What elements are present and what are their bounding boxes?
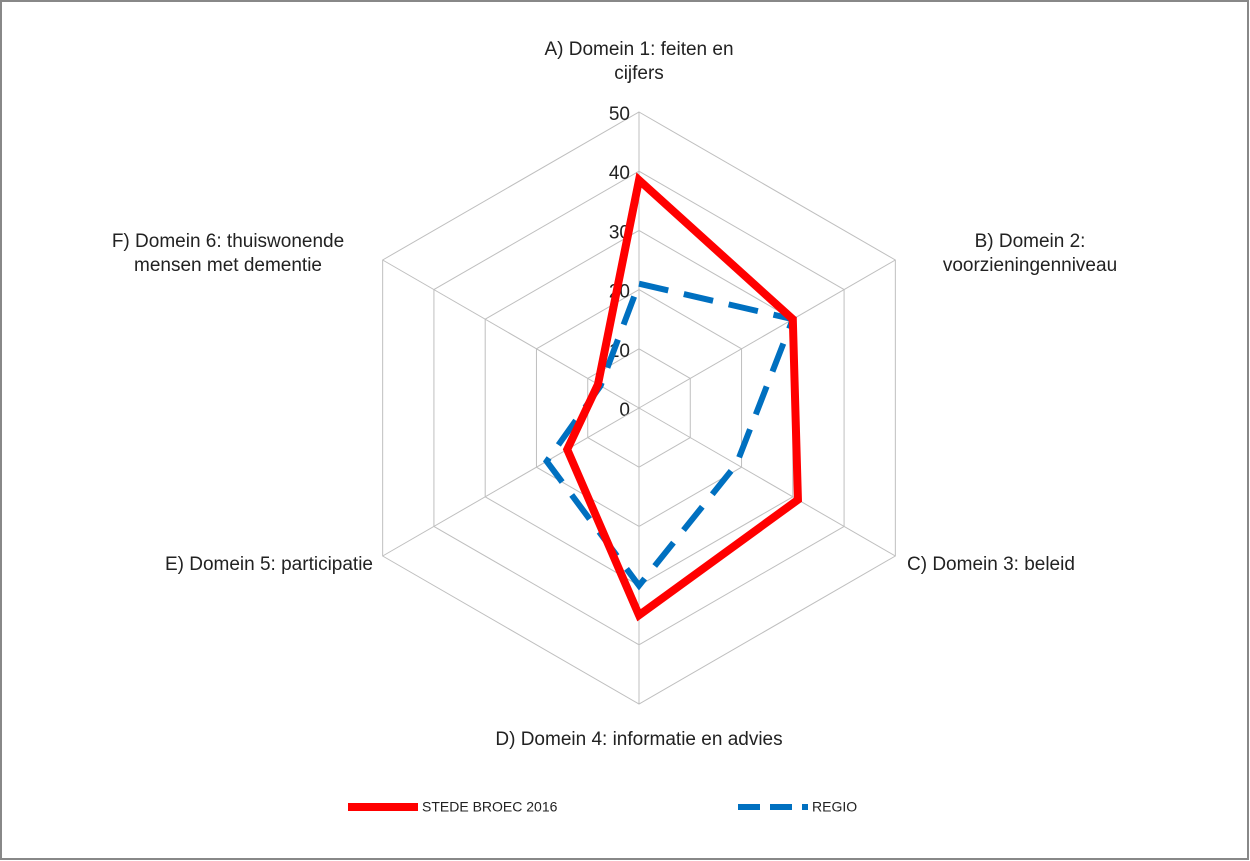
spoke	[382, 407, 640, 557]
legend-label: REGIO	[812, 799, 857, 815]
tick-label: 50	[609, 104, 630, 125]
tick-label: 40	[609, 163, 630, 184]
category-label: A) Domein 1: feiten en cijfers	[544, 39, 734, 84]
spoke	[638, 259, 896, 409]
legend-label: STEDE BROEC 2016	[422, 799, 558, 815]
category-label: F) Domein 6: thuiswonende mensen met dem…	[111, 231, 345, 276]
category-label: E) Domein 5: participatie	[164, 554, 373, 575]
series-line	[562, 172, 802, 622]
spoke	[638, 407, 896, 557]
category-label: B) Domein 2: voorzieningenniveau	[942, 231, 1118, 276]
series-line	[543, 280, 797, 591]
tick-label: 0	[619, 400, 630, 421]
category-label: C) Domein 3: beleid	[907, 554, 1075, 575]
category-label: D) Domein 4: informatie en advies	[495, 729, 783, 750]
